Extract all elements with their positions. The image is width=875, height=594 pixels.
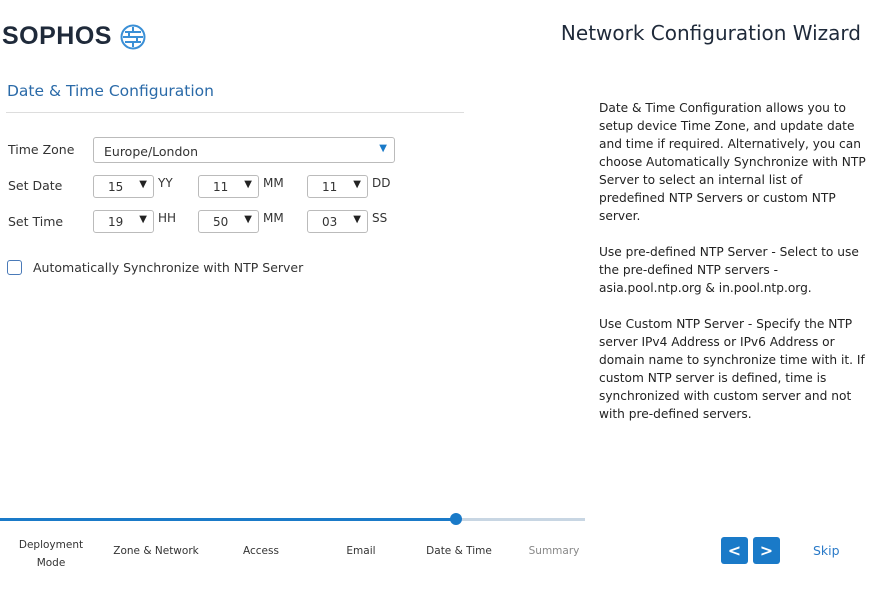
second-select[interactable]: 03 ▼ [307, 210, 368, 233]
month-value: 11 [213, 180, 229, 194]
hour-select[interactable]: 19 ▼ [93, 210, 154, 233]
caret-down-icon: ▼ [139, 179, 147, 190]
help-paragraph: Use Custom NTP Server - Specify the NTP … [599, 317, 865, 421]
year-select[interactable]: 15 ▼ [93, 175, 154, 198]
caret-down-icon: ▼ [353, 179, 361, 190]
caret-down-icon: ▼ [139, 214, 147, 225]
time-zone-select[interactable]: Europe/London ▼ [93, 137, 395, 163]
minute-value: 50 [213, 215, 229, 229]
ntp-sync-label[interactable]: Automatically Synchronize with NTP Serve… [33, 260, 304, 275]
help-paragraph: Use pre-defined NTP Server - Select to u… [599, 245, 859, 295]
step-zone-network: Zone & Network [113, 545, 199, 557]
help-paragraph: Date & Time Configuration allows you to … [599, 101, 866, 223]
progress-track [0, 513, 585, 525]
hour-unit: HH [158, 211, 177, 225]
progress-marker [450, 513, 463, 525]
month-select[interactable]: 11 ▼ [198, 175, 259, 198]
minute-unit: MM [263, 211, 284, 225]
set-date-label: Set Date [8, 178, 63, 193]
divider [6, 112, 464, 113]
wizard-title: Network Configuration Wizard [560, 21, 861, 45]
day-value: 11 [322, 180, 338, 194]
step-email: Email [346, 545, 376, 557]
sophos-logo: SOPHOS [2, 22, 146, 51]
caret-down-icon: ▼ [353, 214, 361, 225]
step-summary: Summary [528, 545, 580, 557]
previous-button[interactable]: < [721, 537, 748, 564]
ntp-sync-checkbox[interactable] [7, 260, 22, 275]
year-unit: YY [158, 176, 173, 190]
progress-fill [0, 518, 457, 521]
set-time-label: Set Time [8, 214, 64, 229]
time-zone-label: Time Zone [8, 142, 75, 157]
year-value: 15 [108, 180, 124, 194]
step-access: Access [243, 545, 279, 557]
step-deployment-mode: Deployment Mode [18, 539, 84, 569]
month-unit: MM [263, 176, 284, 190]
step-date-time: Date & Time [426, 545, 492, 557]
caret-down-icon: ▼ [244, 214, 252, 225]
section-title: Date & Time Configuration [7, 82, 214, 100]
day-unit: DD [372, 176, 391, 190]
skip-link[interactable]: Skip [813, 543, 840, 558]
help-panel: Date & Time Configuration allows you to … [599, 99, 867, 441]
caret-down-icon: ▼ [379, 143, 387, 154]
second-value: 03 [322, 215, 338, 229]
globe-icon [120, 24, 146, 49]
hour-value: 19 [108, 215, 124, 229]
second-unit: SS [372, 211, 388, 225]
brand-name: SOPHOS [2, 22, 112, 50]
caret-down-icon: ▼ [244, 179, 252, 190]
minute-select[interactable]: 50 ▼ [198, 210, 259, 233]
day-select[interactable]: 11 ▼ [307, 175, 368, 198]
next-button[interactable]: > [753, 537, 780, 564]
time-zone-value: Europe/London [104, 144, 198, 159]
